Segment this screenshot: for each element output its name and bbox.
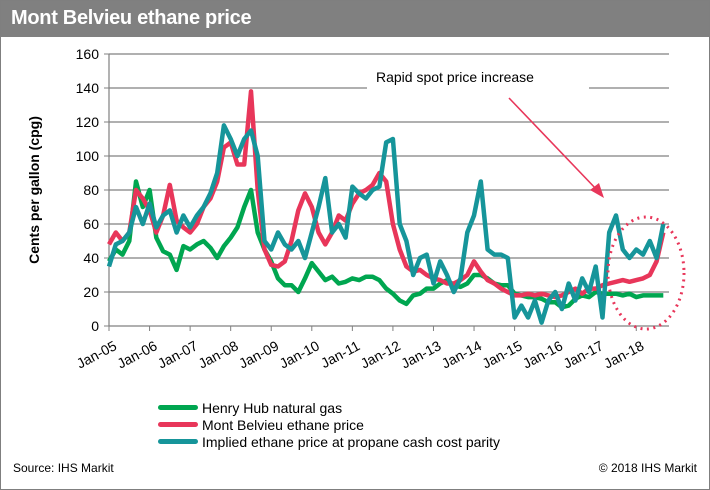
x-tick-label: Jan-06 <box>114 337 159 371</box>
y-tick-label: 120 <box>76 114 100 130</box>
annotation-arrow <box>508 97 604 198</box>
legend: Henry Hub natural gas Mont Belvieu ethan… <box>158 399 500 450</box>
y-tick-label: 140 <box>76 80 100 96</box>
highlight-ellipse <box>606 215 686 331</box>
legend-item: Mont Belvieu ethane price <box>158 416 500 433</box>
y-tick-label: 100 <box>76 148 100 164</box>
x-tick-label: Jan-18 <box>601 337 646 371</box>
y-tick-label: 160 <box>76 46 100 62</box>
y-tick-label: 0 <box>91 318 99 334</box>
legend-swatch <box>158 422 198 427</box>
y-tick-label: 60 <box>83 216 99 232</box>
x-tick-label: Jan-14 <box>439 337 484 371</box>
x-tick-label: Jan-09 <box>236 337 281 371</box>
x-tick-label: Jan-17 <box>561 337 606 371</box>
y-tick-label: 80 <box>83 182 99 198</box>
legend-swatch <box>158 439 198 444</box>
legend-label: Henry Hub natural gas <box>202 399 343 416</box>
series-line-2 <box>106 123 666 325</box>
header-bar: Mont Belvieu ethane price <box>1 1 709 37</box>
x-tick-label: Jan-10 <box>277 337 322 371</box>
x-tick-label: Jan-11 <box>318 337 363 371</box>
y-axis-label: Cents per gallon (cpg) <box>26 116 42 264</box>
y-tick-label: 40 <box>83 250 99 266</box>
legend-item: Implied ethane price at propane cash cos… <box>158 433 500 450</box>
x-tick-label: Jan-15 <box>479 337 524 371</box>
annotation-text: Rapid spot price increase <box>376 69 534 85</box>
chart-title: Mont Belvieu ethane price <box>11 7 252 29</box>
legend-swatch <box>158 405 198 410</box>
x-tick-label: Jan-12 <box>358 337 403 371</box>
y-tick-label: 20 <box>83 284 99 300</box>
legend-label: Mont Belvieu ethane price <box>202 416 364 433</box>
series-line-0 <box>107 179 664 310</box>
legend-item: Henry Hub natural gas <box>158 399 500 416</box>
x-tick-label: Jan-07 <box>155 337 200 371</box>
source-note: Source: IHS Markit <box>13 461 114 475</box>
x-tick-label: Jan-16 <box>520 337 565 371</box>
x-tick-label: Jan-08 <box>195 337 240 371</box>
x-tick-label: Jan-13 <box>398 337 443 371</box>
copyright-note: © 2018 IHS Markit <box>598 461 697 475</box>
x-tick-label: Jan-05 <box>74 337 119 371</box>
legend-label: Implied ethane price at propane cash cos… <box>202 433 501 450</box>
